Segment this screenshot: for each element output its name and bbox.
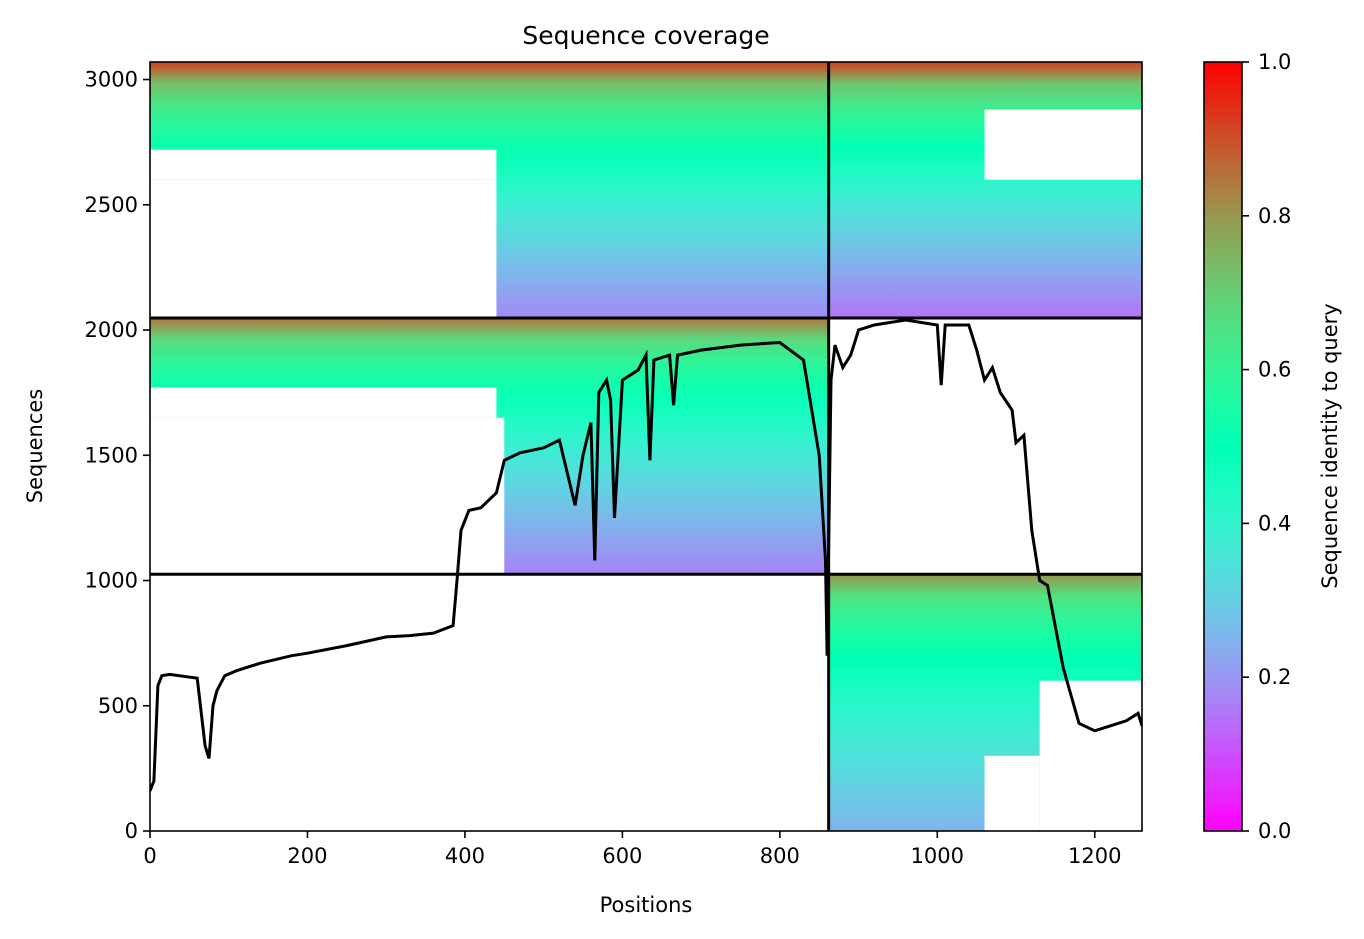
uncovered-region xyxy=(984,755,1040,831)
colorbar-tick-label: 1.0 xyxy=(1258,50,1291,74)
x-tick-label: 0 xyxy=(143,844,156,868)
x-tick-label: 200 xyxy=(287,844,327,868)
x-axis-label: Positions xyxy=(600,893,693,917)
uncovered-region xyxy=(984,109,1142,180)
colorbar xyxy=(1203,61,1243,832)
y-axis-label: Sequences xyxy=(23,389,47,504)
colorbar-tick-label: 0.0 xyxy=(1258,819,1291,843)
block-top-right xyxy=(828,62,1142,318)
uncovered-region xyxy=(1039,680,1142,831)
x-tick-label: 1000 xyxy=(911,844,964,868)
uncovered-region xyxy=(150,417,505,575)
x-axis-ticks: 0 200 400 600 800 1000 1200 xyxy=(143,831,1121,868)
chart-title: Sequence coverage xyxy=(522,21,769,50)
colorbar-tick-label: 0.6 xyxy=(1258,358,1291,382)
plot-area xyxy=(150,62,1142,831)
colorbar-tick-label: 0.4 xyxy=(1258,511,1291,535)
y-tick-label: 3000 xyxy=(85,68,138,92)
uncovered-region xyxy=(150,387,497,418)
y-tick-label: 2000 xyxy=(85,318,138,342)
colorbar-tick-label: 0.8 xyxy=(1258,204,1291,228)
colorbar-tick-label: 0.2 xyxy=(1258,665,1291,689)
colorbar-label: Sequence identity to query xyxy=(1318,303,1342,588)
x-tick-label: 400 xyxy=(445,844,485,868)
coverage-blocks xyxy=(150,62,1142,831)
y-tick-label: 0 xyxy=(125,819,138,843)
uncovered-region xyxy=(150,179,497,318)
colorbar-ticks: 0.0 0.2 0.4 0.6 0.8 1.0 xyxy=(1242,50,1291,843)
y-tick-label: 2500 xyxy=(85,193,138,217)
coverage-line xyxy=(150,318,1142,792)
uncovered-region xyxy=(150,149,497,180)
y-tick-label: 1000 xyxy=(85,569,138,593)
x-tick-label: 1200 xyxy=(1068,844,1121,868)
y-tick-label: 1500 xyxy=(85,443,138,467)
plot-frame xyxy=(149,61,1143,832)
x-tick-label: 600 xyxy=(602,844,642,868)
x-tick-label: 800 xyxy=(760,844,800,868)
y-axis-ticks: 0 500 1000 1500 2000 2500 3000 xyxy=(85,68,150,843)
y-tick-label: 500 xyxy=(98,694,138,718)
